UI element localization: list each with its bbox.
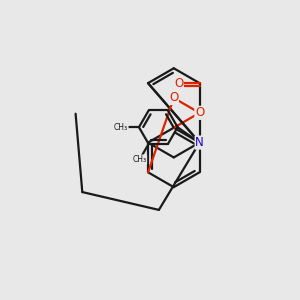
Text: N: N — [195, 136, 204, 149]
Text: CH₃: CH₃ — [114, 123, 128, 132]
Text: O: O — [174, 76, 183, 90]
Text: CH₃: CH₃ — [133, 155, 147, 164]
Text: O: O — [169, 92, 178, 104]
Text: O: O — [195, 106, 204, 119]
